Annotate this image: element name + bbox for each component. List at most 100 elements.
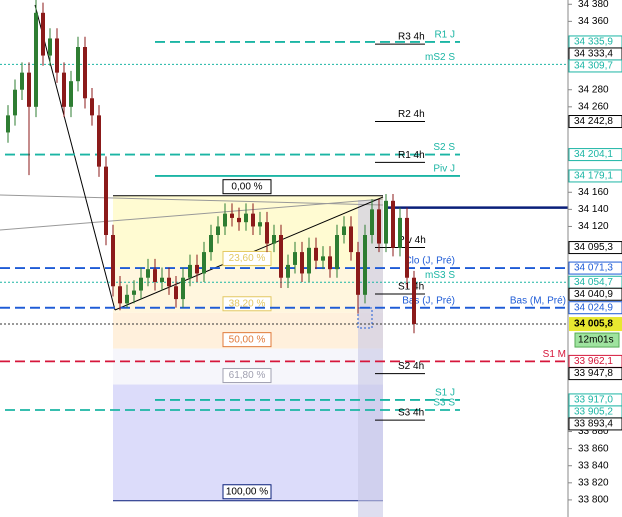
candle-body xyxy=(202,252,206,274)
y-tick-label: 33 860 xyxy=(578,443,609,454)
level-label: S1 4h xyxy=(398,282,424,293)
y-tick-label: 33 800 xyxy=(578,495,609,506)
y-tick-label: 33 840 xyxy=(578,460,609,471)
candle-body xyxy=(265,222,269,244)
level-value-label: 33 893,4 xyxy=(574,419,613,430)
selection-box xyxy=(357,307,373,329)
candle-body xyxy=(139,277,143,291)
level-value-label: 34 309,7 xyxy=(574,61,613,72)
candle-body xyxy=(55,38,59,73)
y-tick-label: 34 280 xyxy=(578,84,609,95)
candle-body xyxy=(76,47,80,82)
fib-zone xyxy=(113,384,383,501)
level-value-label: 34 204,1 xyxy=(574,149,613,160)
fib-label: 0,00 % xyxy=(231,181,262,192)
level-label: Piv 4h xyxy=(398,235,426,246)
level-value-box xyxy=(568,59,622,73)
candle-body xyxy=(314,247,318,261)
candle-body xyxy=(97,115,101,167)
fib-label-box xyxy=(222,332,272,348)
level-value-label: 34 179,1 xyxy=(574,171,613,182)
candle-body xyxy=(6,115,10,133)
fib-label-box xyxy=(222,368,272,384)
candle-body xyxy=(181,277,185,300)
level-label: mS3 S xyxy=(425,270,455,281)
level-label: R1 4h xyxy=(398,150,425,161)
trend-line xyxy=(0,194,384,206)
candle-body xyxy=(363,235,367,295)
level-label: mS2 S xyxy=(425,52,455,63)
y-tick-label: 34 120 xyxy=(578,221,609,232)
fib-label: 100,00 % xyxy=(226,486,268,497)
level-value-box xyxy=(568,367,622,381)
level-value-box xyxy=(568,169,622,183)
candle-body xyxy=(90,98,94,116)
level-value-label: 34 333,4 xyxy=(574,49,613,60)
candle-body xyxy=(111,235,115,287)
candle-body xyxy=(293,252,297,265)
candle-body xyxy=(258,222,262,227)
candle-body xyxy=(34,12,38,107)
level-label: R3 4h xyxy=(398,32,425,43)
level-label: R1 J xyxy=(434,30,455,41)
candle-body xyxy=(27,72,31,107)
fib-label: 61,80 % xyxy=(229,370,266,381)
fib-label: 23,60 % xyxy=(229,253,266,264)
candle-body xyxy=(83,47,87,99)
candle-body xyxy=(13,89,17,116)
level-label: S3 S xyxy=(433,398,455,409)
fib-label: 38,20 % xyxy=(229,298,266,309)
y-tick-label: 34 140 xyxy=(578,204,609,215)
trend-line xyxy=(34,4,116,311)
candle-body xyxy=(230,213,234,218)
candle-body xyxy=(104,166,108,235)
candle-body xyxy=(251,213,255,227)
candle-body xyxy=(300,252,304,274)
candle-body xyxy=(125,294,129,304)
y-tick-label: 34 360 xyxy=(578,16,609,27)
level-label: S3 4h xyxy=(398,408,424,419)
candle-body xyxy=(167,277,171,287)
level-value-box xyxy=(568,148,622,162)
candle-body xyxy=(132,290,136,295)
level-value-label: 34 242,8 xyxy=(574,116,613,127)
y-tick-label: 34 160 xyxy=(578,187,609,198)
candle-body xyxy=(370,209,374,235)
candle-body xyxy=(48,38,52,56)
candle-body xyxy=(349,226,353,253)
candle-body xyxy=(412,277,416,325)
level-value-label: 34 040,9 xyxy=(574,289,613,300)
level-value-box xyxy=(568,301,622,315)
candle-body xyxy=(209,235,213,253)
level-value-label: 34 071,3 xyxy=(574,263,613,274)
timer-box xyxy=(574,332,620,348)
candle-body xyxy=(216,226,220,235)
level-label: R2 4h xyxy=(398,109,425,120)
candle-body xyxy=(307,247,311,274)
level-value-label: 34 095,3 xyxy=(574,242,613,253)
level-label: Clo (J, Pré) xyxy=(404,256,455,267)
candle-body xyxy=(272,235,276,244)
level-label: S1 M xyxy=(543,349,566,360)
trend-line xyxy=(0,198,384,231)
fib-label-box xyxy=(222,179,272,195)
candle-body xyxy=(41,12,45,56)
candle-body xyxy=(398,217,402,248)
level-value-box xyxy=(568,115,622,129)
candle-body xyxy=(118,286,122,304)
level-value-label: 33 917,0 xyxy=(574,395,613,406)
level-value-label: 34 054,7 xyxy=(574,277,613,288)
y-tick-label: 34 260 xyxy=(578,101,609,112)
level-label: S2 4h xyxy=(398,361,424,372)
candle-body xyxy=(384,200,388,244)
y-tick-label: 34 380 xyxy=(578,0,609,10)
candle-body xyxy=(328,256,332,270)
candle-body xyxy=(342,226,346,235)
price-axis xyxy=(568,0,622,517)
last-price-box xyxy=(569,317,622,332)
level-value-box xyxy=(568,287,622,301)
candle-body xyxy=(153,269,157,282)
level-value-label: 34 024,9 xyxy=(574,302,613,313)
level-value-box xyxy=(568,417,622,431)
